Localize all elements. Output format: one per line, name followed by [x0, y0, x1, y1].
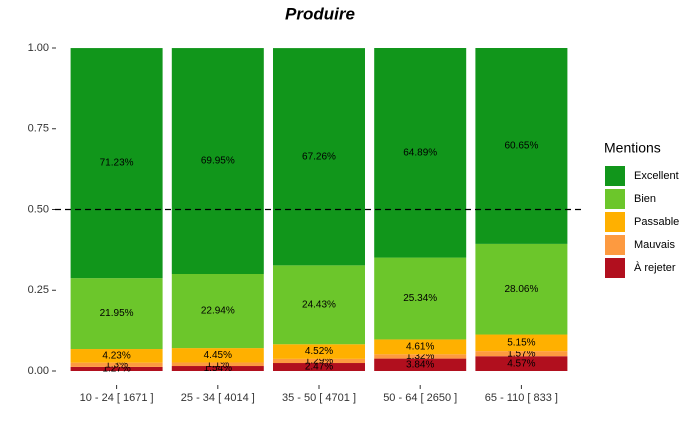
bar-segment: [70, 366, 163, 371]
data-label: 1.32%: [406, 351, 434, 362]
bar-segment: [273, 344, 365, 359]
legend-swatch: [605, 258, 625, 278]
data-label: 22.94%: [201, 306, 235, 317]
x-tick-label: 10 - 24 [ 1671 ]: [80, 392, 154, 404]
legend-swatch: [605, 235, 625, 255]
x-tick-label: 25 - 34 [ 4014 ]: [181, 392, 255, 404]
data-label: 5.15%: [507, 337, 535, 348]
y-tick-label: 0.25: [28, 284, 49, 296]
bar-segment: [70, 278, 163, 350]
data-label: 24.43%: [302, 299, 336, 310]
bar-segment: [374, 339, 467, 355]
data-label: 1.54%: [204, 363, 232, 374]
legend-label: Passable: [634, 216, 679, 228]
legend-label: Mauvais: [634, 239, 675, 251]
bar-segment: [374, 354, 467, 359]
bar-segment: [171, 274, 264, 349]
bar-segment: [273, 363, 365, 371]
bar-segment: [273, 358, 365, 364]
legend-label: Excellent: [634, 170, 679, 182]
data-label: 1.3%: [105, 359, 128, 370]
data-label: 64.89%: [403, 147, 437, 158]
bar-segment: [171, 48, 264, 275]
bar-segment: [475, 351, 568, 357]
bar-segment: [171, 362, 264, 367]
x-tick-label: 50 - 64 [ 2650 ]: [383, 392, 457, 404]
data-label: 4.52%: [305, 346, 333, 357]
bar-segment: [374, 257, 467, 340]
bar-segment: [475, 48, 568, 244]
data-label: 3.84%: [406, 359, 434, 370]
bar-segment: [171, 366, 264, 371]
y-tick-label: 0.50: [28, 203, 49, 215]
bar-segment: [171, 348, 264, 363]
bar-segment: [475, 334, 568, 352]
bar-segment: [70, 349, 163, 363]
data-label: 4.57%: [507, 358, 535, 369]
data-label: 4.45%: [204, 350, 232, 361]
data-label: 25.34%: [403, 293, 437, 304]
data-label: 21.95%: [100, 308, 134, 319]
legend-label: À rejeter: [634, 261, 676, 274]
data-label: 1.29%: [305, 356, 333, 367]
y-tick-label: 0.75: [28, 123, 49, 135]
x-tick-label: 35 - 50 [ 4701 ]: [282, 392, 356, 404]
chart-title: Produire: [285, 4, 355, 23]
bar-segment: [475, 243, 568, 335]
data-label: 4.61%: [406, 342, 434, 353]
data-label: 71.23%: [100, 158, 134, 169]
y-tick-label: 1.00: [28, 42, 49, 54]
bar-segment: [273, 48, 365, 266]
data-label: 28.06%: [504, 284, 538, 295]
y-tick-label: 0.00: [28, 365, 49, 377]
data-label: 1.1%: [206, 359, 229, 370]
x-tick-label: 65 - 110 [ 833 ]: [485, 392, 558, 404]
legend-label: Bien: [634, 193, 656, 205]
legend-title: Mentions: [604, 140, 661, 156]
data-label: 69.95%: [201, 156, 235, 167]
data-label: 1.27%: [102, 364, 130, 375]
data-label: 60.65%: [504, 141, 538, 152]
bar-segment: [374, 358, 467, 371]
bar-segment: [70, 362, 163, 367]
bar-segment: [475, 356, 568, 371]
bar-segment: [273, 265, 365, 345]
data-label: 67.26%: [302, 151, 336, 162]
bar-segment: [374, 48, 467, 258]
bar-segment: [70, 48, 163, 279]
legend-swatch: [605, 212, 625, 232]
legend-swatch: [605, 166, 625, 186]
legend-swatch: [605, 189, 625, 209]
data-label: 2.47%: [305, 362, 333, 373]
data-label: 4.23%: [102, 351, 130, 362]
data-label: 1.57%: [507, 348, 535, 359]
